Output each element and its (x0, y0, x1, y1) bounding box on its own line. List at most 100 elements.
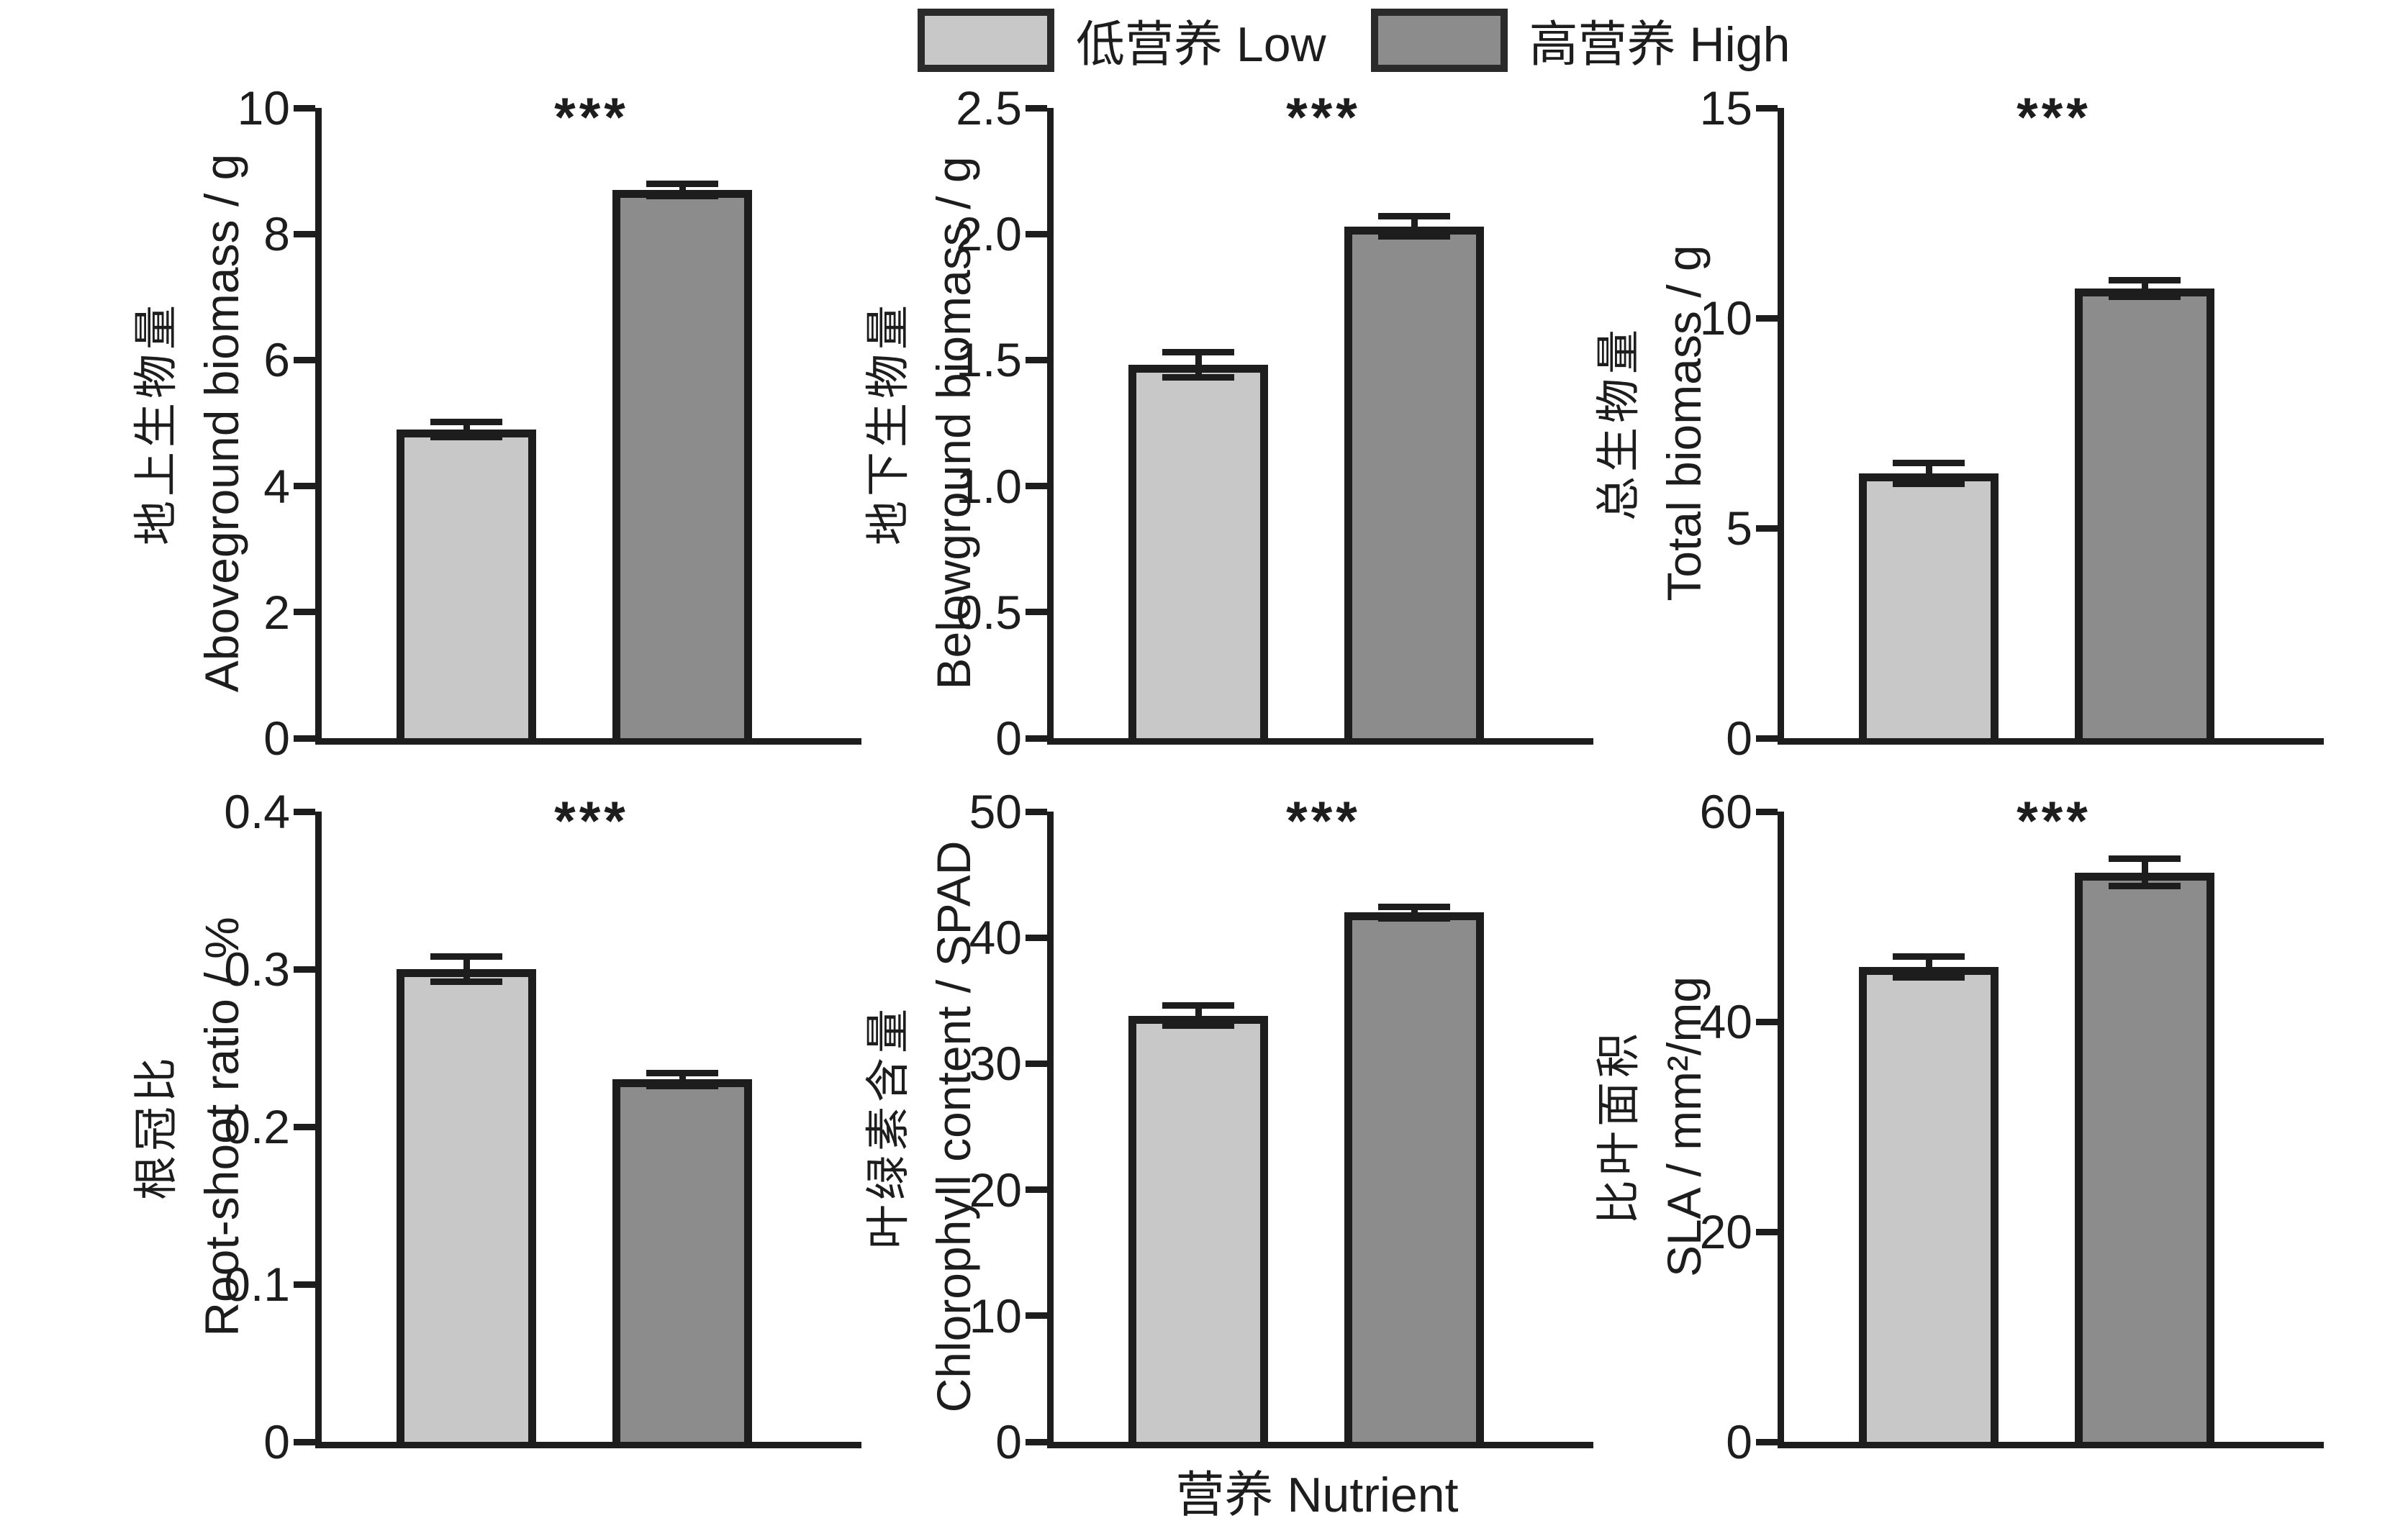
y-tick (1756, 524, 1778, 532)
error-bar-cap (1893, 974, 1965, 981)
error-bar-cap (646, 180, 718, 187)
plot-belowground-biomass: 地下生物量 Belowground biomass / g 0 0.5 1.0 1.5… (864, 81, 1593, 765)
error-bar-cap (1162, 1022, 1234, 1030)
error-bar-cap (430, 433, 502, 440)
y-tick (1026, 1312, 1047, 1320)
error-bar-cap (430, 953, 502, 960)
y-axis-label-en: Chlorophyll content / SPAD (927, 840, 980, 1413)
error-bar-cap (1162, 1002, 1234, 1009)
y-tick-label: 2.0 (956, 207, 1022, 261)
y-tick (294, 735, 315, 742)
significance-stars: *** (554, 791, 629, 852)
plot-aboveground-biomass: 地上生物量 Aboveground biomass / g 0 2 4 6 8 10 *** (132, 81, 861, 765)
y-tick (1026, 1060, 1047, 1067)
y-axis-label-en: Total biomass / g (1657, 245, 1711, 601)
y-axis-label-en: Aboveground biomass / g (195, 153, 248, 693)
y-tick (294, 808, 315, 815)
error-bar (679, 183, 686, 196)
y-tick-label: 0.5 (956, 585, 1022, 639)
y-tick-label: 15 (1699, 81, 1752, 135)
error-bar (1411, 216, 1418, 237)
y-tick (1756, 1018, 1778, 1025)
y-tick-label: 0 (995, 1415, 1022, 1468)
y-tick (1756, 314, 1778, 322)
error-bar-cap (1893, 459, 1965, 466)
y-tick-label: 30 (969, 1037, 1022, 1091)
y-tick (294, 1123, 315, 1130)
y-axis-label: 地上生物量 Aboveground biomass / g (121, 99, 258, 747)
significance-stars: *** (554, 87, 629, 148)
y-tick-label: 10 (237, 81, 290, 135)
error-bar (463, 422, 470, 437)
y-axis-label: 比叶面积 SLA / mm²/mg (1583, 803, 1720, 1450)
y-tick-label: 1.0 (956, 459, 1022, 513)
plot-sla: 比叶面积 SLA / mm²/mg 0 20 40 60 *** (1594, 785, 2324, 1468)
error-bar-cap (646, 193, 718, 200)
error-bar-cap (1378, 903, 1450, 910)
y-tick-label: 0 (263, 1415, 290, 1468)
y-tick-label: 0 (1726, 1415, 1752, 1468)
y-axis-label: 总生物量 Total biomass / g (1583, 99, 1720, 747)
y-tick-label: 20 (1699, 1205, 1752, 1258)
error-bar (1925, 463, 1932, 484)
legend-swatch-low-nutrient (918, 8, 1054, 72)
y-tick-label: 60 (1699, 785, 1752, 838)
y-tick (1026, 808, 1047, 815)
legend-item-low-nutrient: 低营养 Low (918, 4, 1326, 76)
bar-low-nutrient (1859, 967, 1999, 1442)
error-bar-cap (1378, 213, 1450, 220)
error-bar-cap (1162, 349, 1234, 356)
error-bar-cap (2109, 883, 2181, 890)
y-tick-label: 1.5 (956, 333, 1022, 387)
bar-high-nutrient (2075, 872, 2214, 1442)
y-tick-label: 10 (969, 1289, 1022, 1343)
y-axis-label: 叶绿素含量 Chlorophyll content / SPAD (853, 803, 990, 1450)
error-bar (679, 1073, 686, 1086)
error-bar-cap (1378, 233, 1450, 240)
y-tick (1026, 934, 1047, 941)
y-tick (294, 966, 315, 973)
y-axis-label: 地下生物量 Belowground biomass / g (853, 99, 990, 747)
error-bar-cap (430, 978, 502, 986)
y-tick (1026, 609, 1047, 616)
y-tick (1026, 735, 1047, 742)
y-tick-label: 0.4 (224, 785, 290, 838)
error-bar-cap (1893, 953, 1965, 960)
error-bar-cap (646, 1082, 718, 1089)
y-tick (1026, 104, 1047, 112)
error-bar-cap (2109, 294, 2181, 301)
error-bar (1195, 352, 1202, 378)
bar-low-nutrient (397, 429, 536, 738)
error-bar-cap (1893, 481, 1965, 488)
legend-item-high-nutrient: 高营养 High (1370, 4, 1791, 76)
error-bar-cap (1378, 914, 1450, 922)
y-axis-label-cn: 地上生物量 (132, 301, 181, 546)
y-tick (294, 483, 315, 490)
legend-label-high-nutrient: 高营养 High (1529, 17, 1791, 72)
y-axis-label-cn: 叶绿素含量 (864, 1004, 913, 1250)
significance-stars: *** (2017, 87, 2091, 148)
bar-high-nutrient (1344, 226, 1484, 738)
y-tick (1756, 1438, 1778, 1445)
y-tick-label: 0 (1726, 712, 1752, 765)
error-bar (1195, 1005, 1202, 1026)
y-tick (1026, 356, 1047, 363)
y-axis-label-cn: 比叶面积 (1594, 1029, 1644, 1225)
bar-low-nutrient (1128, 365, 1268, 738)
error-bar-cap (646, 1070, 718, 1077)
y-tick-label: 8 (263, 207, 290, 261)
significance-stars: *** (1286, 791, 1361, 852)
significance-stars: *** (1286, 87, 1361, 148)
legend-label-low-nutrient: 低营养 Low (1076, 17, 1326, 72)
y-tick (1026, 230, 1047, 237)
bar-low-nutrient (397, 969, 536, 1442)
y-tick-label: 10 (1699, 291, 1752, 345)
y-tick-label: 0 (995, 712, 1022, 765)
error-bar-cap (2109, 276, 2181, 283)
bar-high-nutrient (612, 189, 752, 738)
y-tick (1756, 735, 1778, 742)
legend-swatch-high-nutrient (1370, 8, 1508, 72)
y-tick (294, 104, 315, 112)
legend: 低营养 Low 高营养 High (918, 4, 1790, 76)
y-tick-label: 20 (969, 1163, 1022, 1217)
